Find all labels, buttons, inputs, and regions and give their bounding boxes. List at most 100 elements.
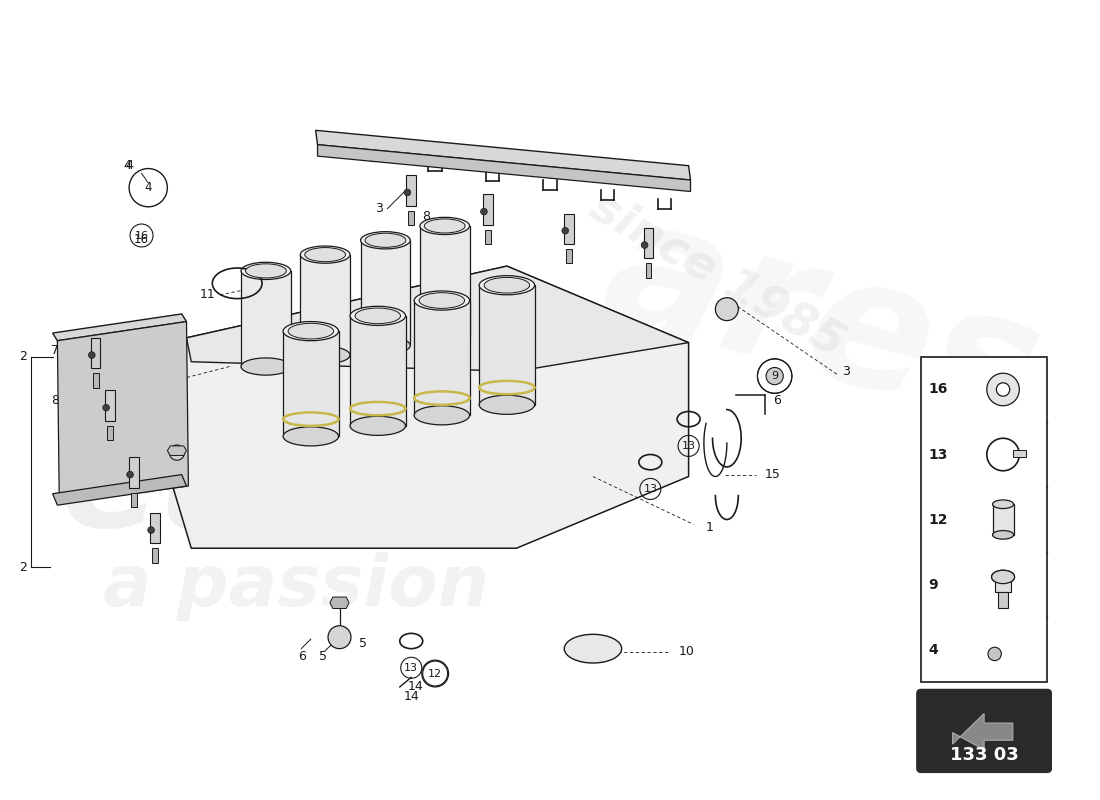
Text: 4: 4 (123, 159, 131, 172)
Polygon shape (163, 266, 689, 548)
Circle shape (88, 352, 96, 358)
Bar (92, 374, 99, 387)
Bar (999, 592, 1008, 607)
Ellipse shape (350, 416, 406, 435)
Ellipse shape (241, 262, 290, 279)
Circle shape (997, 382, 1010, 396)
Text: 12: 12 (428, 669, 442, 678)
Bar (129, 458, 139, 488)
Bar (151, 513, 160, 543)
Bar (408, 210, 414, 225)
Bar (921, 357, 1047, 682)
Bar (644, 228, 653, 258)
Text: 12: 12 (928, 513, 948, 526)
Bar (407, 175, 416, 206)
Text: 13: 13 (928, 447, 948, 462)
Text: 4: 4 (144, 181, 152, 194)
Ellipse shape (420, 327, 470, 345)
Bar (107, 426, 113, 440)
Ellipse shape (414, 406, 470, 425)
Text: a passion: a passion (103, 552, 490, 621)
Text: 1: 1 (141, 379, 149, 392)
Text: since 1985: since 1985 (582, 185, 852, 366)
Text: 7: 7 (408, 188, 416, 201)
Text: 2: 2 (19, 561, 26, 574)
FancyBboxPatch shape (917, 690, 1052, 772)
Ellipse shape (991, 570, 1014, 584)
Circle shape (715, 298, 738, 321)
Ellipse shape (564, 634, 622, 663)
Circle shape (147, 526, 154, 534)
Polygon shape (57, 322, 188, 503)
Text: 13: 13 (644, 484, 658, 494)
Text: 13: 13 (682, 441, 695, 451)
Polygon shape (414, 301, 470, 415)
Circle shape (562, 227, 569, 234)
Ellipse shape (305, 247, 345, 262)
Text: 10: 10 (679, 645, 695, 658)
Circle shape (126, 471, 133, 478)
Ellipse shape (245, 264, 286, 278)
Text: 15: 15 (766, 468, 781, 481)
Polygon shape (283, 331, 339, 436)
Bar (992, 504, 1013, 535)
Circle shape (481, 208, 487, 215)
Ellipse shape (365, 234, 406, 247)
Text: 7: 7 (52, 344, 59, 357)
Polygon shape (318, 145, 691, 191)
Polygon shape (420, 226, 470, 336)
Text: 2: 2 (19, 350, 26, 363)
Polygon shape (361, 240, 410, 346)
Text: 9: 9 (771, 371, 778, 381)
Polygon shape (241, 271, 290, 366)
Text: 14: 14 (404, 690, 419, 703)
Text: 13: 13 (404, 662, 418, 673)
Ellipse shape (414, 291, 470, 310)
Bar (996, 577, 1011, 592)
Ellipse shape (241, 358, 290, 375)
Ellipse shape (288, 323, 333, 339)
Bar (131, 493, 136, 507)
Polygon shape (953, 714, 1013, 750)
Text: 16: 16 (134, 233, 148, 246)
Ellipse shape (419, 293, 464, 308)
Text: 8: 8 (422, 210, 430, 223)
Bar (106, 390, 114, 421)
Circle shape (169, 445, 185, 460)
Text: 1: 1 (706, 521, 714, 534)
Circle shape (988, 647, 1001, 661)
Ellipse shape (992, 500, 1013, 509)
Ellipse shape (420, 218, 470, 234)
Text: 3: 3 (375, 202, 383, 215)
Circle shape (404, 189, 410, 196)
Text: 4: 4 (125, 159, 133, 172)
Text: 14: 14 (408, 681, 424, 694)
Text: 9: 9 (928, 578, 938, 591)
Text: 16: 16 (134, 230, 148, 241)
Ellipse shape (355, 308, 400, 324)
Bar (91, 338, 100, 369)
Text: 133 03: 133 03 (949, 746, 1019, 764)
Polygon shape (187, 266, 689, 371)
Ellipse shape (300, 346, 350, 364)
Bar (566, 249, 572, 263)
Circle shape (102, 404, 110, 411)
Text: ares: ares (587, 182, 1058, 466)
Circle shape (328, 626, 351, 649)
Polygon shape (300, 254, 350, 355)
Bar (483, 194, 493, 225)
Circle shape (641, 242, 648, 249)
Ellipse shape (484, 278, 529, 293)
Text: 9: 9 (177, 456, 185, 469)
Bar (485, 230, 491, 244)
Ellipse shape (361, 337, 410, 354)
Ellipse shape (480, 276, 535, 294)
Text: 6: 6 (773, 394, 781, 406)
Text: euro: euro (62, 415, 437, 557)
Circle shape (766, 367, 783, 385)
Bar (646, 263, 651, 278)
Polygon shape (330, 597, 349, 609)
Text: 5: 5 (319, 650, 328, 663)
Ellipse shape (361, 232, 410, 249)
Text: 16: 16 (928, 382, 948, 397)
